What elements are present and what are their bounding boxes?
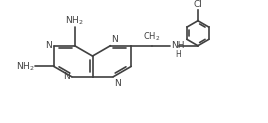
Text: N: N xyxy=(63,72,70,81)
Text: NH$_2$: NH$_2$ xyxy=(16,60,34,73)
Text: N: N xyxy=(114,79,121,88)
Text: H: H xyxy=(175,50,181,59)
Text: N: N xyxy=(45,41,52,50)
Text: Cl: Cl xyxy=(193,0,202,9)
Text: NH$_2$: NH$_2$ xyxy=(65,15,84,27)
Text: CH$_2$: CH$_2$ xyxy=(143,30,161,43)
Text: N: N xyxy=(111,35,118,44)
Text: NH: NH xyxy=(172,41,185,50)
